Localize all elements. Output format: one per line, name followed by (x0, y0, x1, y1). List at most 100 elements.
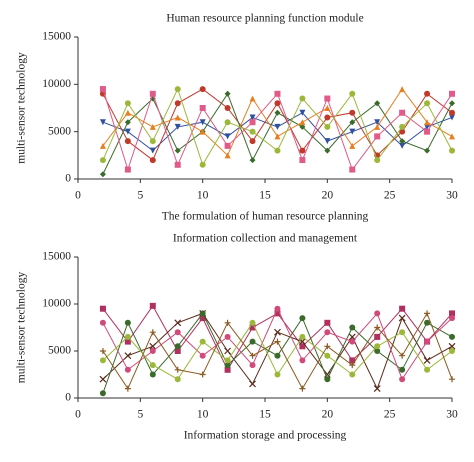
marker (399, 142, 406, 149)
x-tick-label: 30 (446, 409, 458, 421)
marker (399, 109, 406, 116)
marker (124, 128, 131, 135)
marker (299, 157, 306, 164)
marker (349, 128, 356, 135)
marker (424, 310, 431, 317)
marker (149, 348, 156, 354)
marker (424, 338, 431, 345)
marker (249, 114, 256, 121)
y-tick-label: 10000 (42, 298, 71, 310)
marker (174, 329, 181, 336)
marker (449, 90, 455, 97)
marker (374, 100, 381, 107)
marker (324, 376, 331, 383)
marker (399, 305, 406, 312)
marker (99, 142, 106, 149)
marker (174, 114, 181, 121)
marker (124, 352, 132, 360)
marker (349, 142, 356, 149)
marker (124, 100, 131, 107)
marker (274, 352, 281, 359)
marker (274, 147, 281, 154)
marker (149, 302, 156, 309)
marker (449, 348, 455, 354)
marker (449, 100, 455, 107)
chart-title: Human resource planning function module (166, 13, 363, 25)
marker (174, 366, 181, 373)
marker (324, 95, 331, 102)
marker (249, 352, 256, 359)
marker (174, 376, 181, 383)
x-axis-label: The formulation of human resource planni… (162, 211, 369, 223)
marker (224, 133, 231, 140)
marker (449, 376, 455, 383)
marker (249, 138, 256, 145)
marker (374, 310, 381, 317)
marker (199, 338, 206, 345)
marker (374, 133, 381, 140)
marker (199, 310, 206, 317)
y-tick-label: 5000 (48, 345, 71, 357)
marker (199, 119, 206, 126)
marker (448, 342, 456, 350)
marker (449, 315, 455, 322)
x-tick-label: 20 (322, 190, 334, 202)
marker (399, 123, 406, 130)
marker (174, 343, 181, 350)
marker (99, 375, 107, 383)
marker (174, 147, 181, 154)
marker (249, 362, 256, 369)
marker (449, 333, 455, 340)
marker (249, 319, 256, 326)
marker (349, 119, 356, 126)
marker (399, 128, 406, 135)
marker (274, 338, 281, 345)
marker (124, 319, 131, 326)
marker (374, 324, 381, 331)
marker (99, 357, 106, 364)
marker (224, 319, 231, 326)
marker (274, 123, 281, 130)
marker (124, 366, 131, 373)
marker (99, 348, 106, 354)
marker (299, 123, 306, 130)
marker (424, 319, 431, 326)
marker (199, 352, 206, 359)
marker (174, 86, 181, 93)
x-tick-label: 5 (137, 190, 143, 202)
marker (349, 166, 356, 173)
marker (224, 90, 231, 97)
marker (149, 138, 156, 145)
marker (299, 109, 306, 116)
marker (299, 119, 306, 126)
marker (99, 157, 106, 164)
marker (274, 310, 281, 317)
marker (398, 314, 406, 322)
marker (349, 371, 356, 378)
marker (323, 371, 331, 378)
x-tick-label: 20 (322, 409, 334, 421)
marker (149, 371, 156, 378)
marker (124, 166, 131, 173)
marker (274, 133, 281, 140)
marker (274, 100, 281, 107)
marker (99, 319, 106, 326)
x-axis-label: Information storage and processing (184, 430, 347, 442)
marker (174, 319, 182, 327)
marker (224, 362, 231, 369)
y-axis-label: multi-sensor technology (16, 272, 28, 384)
marker (249, 119, 256, 126)
marker (349, 357, 356, 364)
marker (349, 324, 356, 331)
marker (424, 119, 431, 126)
marker (249, 338, 256, 345)
marker (349, 338, 356, 345)
x-tick-label: 15 (259, 409, 271, 421)
marker (199, 161, 206, 168)
marker (124, 138, 131, 145)
marker (124, 333, 131, 340)
marker (149, 123, 156, 130)
marker (324, 105, 331, 111)
marker (399, 366, 406, 373)
marker (449, 147, 455, 154)
